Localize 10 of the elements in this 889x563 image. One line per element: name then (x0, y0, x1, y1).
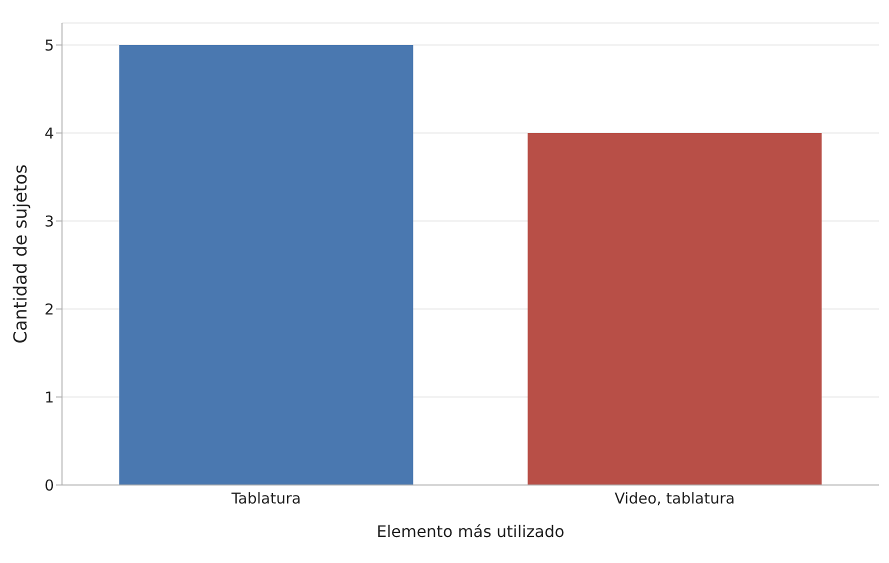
x-tick-label: Tablatura (230, 490, 301, 508)
y-tick-label: 3 (44, 212, 54, 230)
y-tick-label: 5 (44, 36, 54, 54)
x-axis-title: Elemento más utilizado (376, 522, 564, 541)
y-tick-label: 4 (44, 124, 54, 142)
y-tick-label: 0 (44, 476, 54, 494)
y-tick-label: 2 (44, 300, 54, 318)
y-tick-label: 1 (44, 388, 54, 406)
x-tick-label: Video, tablatura (614, 490, 735, 508)
y-axis-title: Cantidad de sujetos (10, 164, 32, 344)
